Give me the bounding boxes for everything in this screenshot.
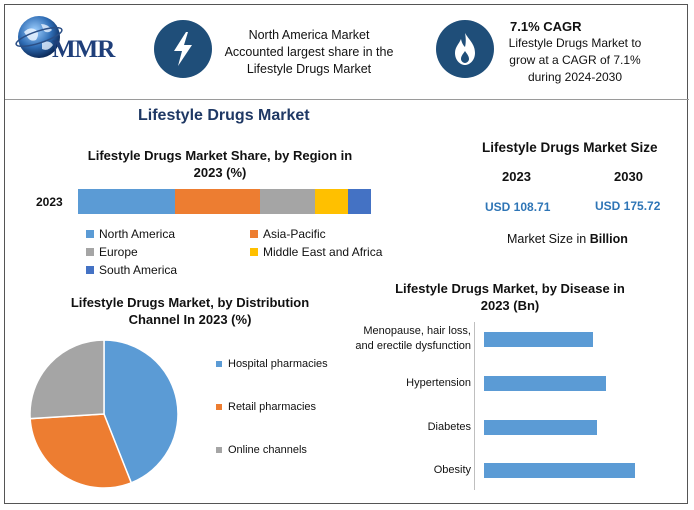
card1-line1: North America Market <box>248 28 370 42</box>
legend-swatch <box>216 361 222 367</box>
channel-legend-label: Retail pharmacies <box>228 401 317 413</box>
region-bar-segment-1 <box>174 189 260 214</box>
channel-chart-title: Lifestyle Drugs Market, by Distribution … <box>40 294 340 328</box>
market-size-year2: 2030 <box>614 169 643 184</box>
market-size-value2: USD 175.72 <box>595 199 661 213</box>
market-size-note: Market Size in Billion <box>507 232 628 246</box>
flame-icon <box>455 33 475 65</box>
market-size-value1: USD 108.71 <box>485 200 551 214</box>
region-legend-label: Europe <box>99 245 138 259</box>
disease-category-label-line: Hypertension <box>406 376 471 389</box>
legend-swatch <box>86 248 94 256</box>
channel-pie-chart <box>29 339 179 489</box>
region-legend-label: Middle East and Africa <box>263 245 383 259</box>
highlight-card-cagr: 7.1% CAGR Lifestyle Drugs Market to grow… <box>500 18 650 86</box>
channel-legend-item: Retail pharmacies <box>216 401 316 413</box>
channel-legend-item: Hospital pharmacies <box>216 358 328 370</box>
region-legend-label: North America <box>99 227 176 241</box>
market-size-note-prefix: Market Size in <box>507 232 587 246</box>
card2-line3: during 2024-2030 <box>527 70 623 84</box>
region-legend-item: Europe <box>86 245 138 259</box>
legend-swatch <box>250 230 258 238</box>
channel-legend-item: Online channels <box>216 444 307 456</box>
region-legend-item: Middle East and Africa <box>250 245 382 259</box>
disease-chart-title-line1: Lifestyle Drugs Market, by Disease in <box>395 281 625 296</box>
region-bar-segment-0 <box>78 189 175 214</box>
region-chart-title-line2: 2023 (%) <box>193 165 247 180</box>
region-chart-title-line1: Lifestyle Drugs Market Share, by Region … <box>87 148 353 163</box>
region-stacked-bar <box>78 189 371 214</box>
channel-legend-label: Online channels <box>228 444 307 456</box>
legend-swatch <box>216 404 222 410</box>
region-category-label: 2023 <box>36 195 63 209</box>
region-legend-item: North America <box>86 227 175 241</box>
channel-chart-title-line2: Channel In 2023 (%) <box>128 312 252 327</box>
flame-icon-badge <box>436 20 494 78</box>
region-bar-segment-3 <box>315 189 348 214</box>
region-legend-label: South America <box>99 263 178 277</box>
region-legend-item: South America <box>86 263 177 277</box>
region-legend-item: Asia-Pacific <box>250 227 326 241</box>
disease-category-label: Obesity <box>271 463 471 478</box>
disease-category-label-line: Menopause, hair loss, <box>363 325 471 337</box>
lightning-icon <box>174 32 192 66</box>
card1-line2: Accounted largest share in the <box>224 45 394 59</box>
disease-bar-3 <box>484 462 636 478</box>
card1-line3: Lifestyle Drugs Market <box>246 62 372 76</box>
disease-category-label-line: Obesity <box>433 463 471 476</box>
disease-bar-2 <box>484 419 598 435</box>
disease-bar-1 <box>484 375 606 391</box>
channel-chart-title-line1: Lifestyle Drugs Market, by Distribution <box>70 295 310 310</box>
header-divider <box>5 99 689 100</box>
highlight-card-region: North America Market Accounted largest s… <box>214 27 404 78</box>
pie-slice-0 <box>103 339 179 484</box>
card2-line2: grow at a CAGR of 7.1% <box>509 53 641 67</box>
legend-swatch <box>216 447 222 453</box>
card2-title: 7.1% CAGR <box>510 19 582 34</box>
region-chart-title: Lifestyle Drugs Market Share, by Region … <box>60 147 380 181</box>
card2-line1: Lifestyle Drugs Market to <box>508 36 642 50</box>
page-title: Lifestyle Drugs Market <box>138 107 310 124</box>
disease-axis <box>474 322 475 490</box>
region-bar-segment-2 <box>259 189 316 214</box>
market-size-year1: 2023 <box>502 169 531 184</box>
infographic-frame <box>4 4 688 504</box>
region-bar-segment-4 <box>347 189 371 214</box>
globe-icon <box>15 16 63 58</box>
disease-chart-title: Lifestyle Drugs Market, by Disease in 20… <box>370 280 650 314</box>
channel-legend-label: Hospital pharmacies <box>228 358 328 370</box>
disease-chart-title-line2: 2023 (Bn) <box>480 298 540 313</box>
disease-bar-0 <box>484 331 594 347</box>
pie-slice-1 <box>29 413 133 489</box>
legend-swatch <box>86 230 94 238</box>
disease-category-label: Menopause, hair loss, and erectile dysfun… <box>271 324 471 354</box>
disease-category-label: Diabetes <box>271 420 471 435</box>
legend-swatch <box>250 248 258 256</box>
disease-category-label-line: Diabetes <box>427 420 471 433</box>
logo: MMR <box>14 12 144 63</box>
legend-swatch <box>86 266 94 274</box>
market-size-note-unit: Billion <box>589 232 628 246</box>
disease-category-label-line: and erectile dysfunction <box>355 340 471 352</box>
disease-category-label: Hypertension <box>271 376 471 391</box>
lightning-icon-badge <box>154 20 212 78</box>
logo-text: MMR <box>52 36 115 63</box>
region-legend-label: Asia-Pacific <box>263 227 326 241</box>
pie-slice-2 <box>29 339 105 420</box>
market-size-title: Lifestyle Drugs Market Size <box>482 140 658 155</box>
